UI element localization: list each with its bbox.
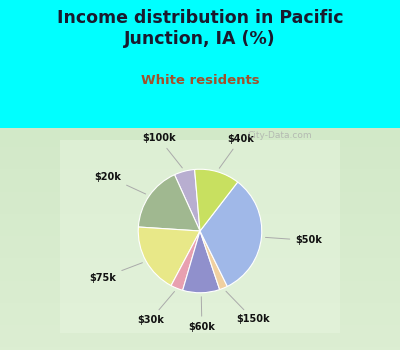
Text: Income distribution in Pacific
Junction, IA (%): Income distribution in Pacific Junction,… (57, 9, 343, 48)
Wedge shape (200, 231, 227, 289)
Text: $40k: $40k (219, 134, 254, 168)
Text: $50k: $50k (266, 236, 322, 245)
Text: $100k: $100k (142, 133, 182, 168)
Text: $60k: $60k (188, 297, 215, 332)
Wedge shape (200, 182, 262, 286)
Wedge shape (138, 227, 200, 286)
Text: $30k: $30k (137, 292, 174, 325)
Wedge shape (171, 231, 200, 290)
Wedge shape (138, 175, 200, 231)
Text: $75k: $75k (90, 263, 142, 283)
Wedge shape (174, 169, 200, 231)
Text: $150k: $150k (226, 291, 270, 324)
Text: $20k: $20k (94, 172, 146, 194)
Text: White residents: White residents (141, 74, 259, 86)
Wedge shape (195, 169, 238, 231)
Text: City-Data.com: City-Data.com (248, 131, 313, 140)
Wedge shape (183, 231, 220, 293)
